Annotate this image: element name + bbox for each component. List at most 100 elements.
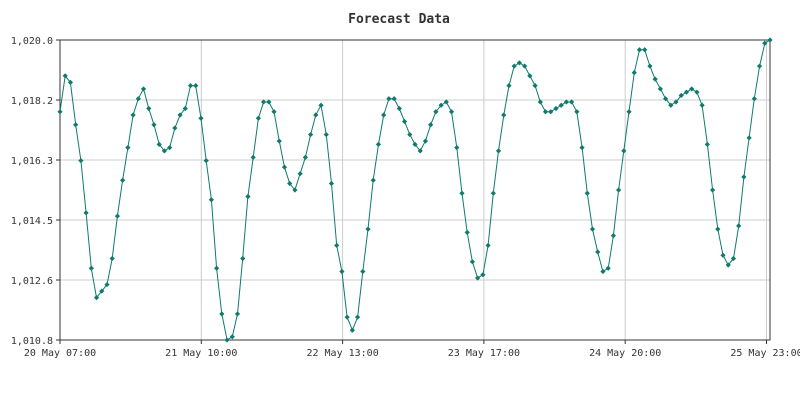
data-point <box>600 268 606 275</box>
y-tick-label: 1,010.8 <box>11 336 53 347</box>
data-point <box>172 125 178 131</box>
data-point <box>417 148 423 154</box>
data-point <box>104 281 110 288</box>
data-point <box>140 86 147 92</box>
data-point <box>151 122 157 128</box>
data-point <box>485 242 491 249</box>
data-point <box>234 311 241 317</box>
data-point <box>563 99 569 105</box>
data-point <box>370 177 376 183</box>
data-point <box>532 83 538 89</box>
data-point <box>657 86 663 92</box>
data-point <box>167 145 173 151</box>
data-point <box>240 255 246 262</box>
data-point <box>506 83 512 89</box>
data-point <box>673 99 679 105</box>
data-point <box>683 89 690 95</box>
data-point <box>438 102 444 108</box>
data-point <box>469 259 476 265</box>
data-point <box>109 255 115 262</box>
data-point <box>99 288 105 294</box>
data-point <box>704 141 710 147</box>
data-point <box>454 145 460 151</box>
data-point <box>203 158 209 164</box>
data-point <box>647 63 653 69</box>
x-tick-label: 20 May 07:00 <box>24 348 96 359</box>
data-point <box>699 102 705 108</box>
data-point <box>271 109 277 115</box>
data-point <box>433 109 439 115</box>
data-point <box>610 233 616 239</box>
data-point <box>198 115 204 121</box>
data-point <box>156 141 162 147</box>
data-point <box>542 109 549 115</box>
data-point <box>88 265 94 271</box>
data-point <box>736 223 742 229</box>
chart-title: Forecast Data <box>348 12 450 27</box>
data-point <box>125 145 131 151</box>
data-point <box>631 70 637 76</box>
forecast-series-points <box>57 37 773 343</box>
data-point <box>490 190 496 196</box>
data-point <box>616 187 622 193</box>
data-point <box>381 112 387 118</box>
data-point <box>161 148 168 154</box>
chart-grid <box>60 39 770 341</box>
data-point <box>694 89 700 95</box>
data-point <box>605 265 611 271</box>
data-point <box>297 171 303 177</box>
data-point <box>266 99 272 105</box>
data-point <box>323 131 329 138</box>
data-point <box>574 109 580 115</box>
data-point <box>177 112 183 118</box>
data-point <box>339 268 345 275</box>
data-point <box>307 131 314 138</box>
data-point <box>558 102 564 108</box>
data-point <box>428 122 434 128</box>
data-point <box>146 105 152 112</box>
data-point <box>689 86 695 92</box>
data-point <box>579 145 585 151</box>
data-point <box>642 47 648 53</box>
data-point <box>292 187 298 193</box>
data-point <box>219 311 225 317</box>
data-point <box>443 99 449 105</box>
data-point <box>391 96 397 102</box>
data-point <box>287 180 293 187</box>
data-point <box>276 138 282 144</box>
data-point <box>709 187 716 193</box>
data-point <box>595 249 601 255</box>
data-point <box>302 154 308 160</box>
chart-axes <box>59 39 771 341</box>
data-point <box>245 193 251 200</box>
y-tick-label: 1,012.6 <box>11 276 53 287</box>
data-point <box>57 109 63 115</box>
x-axis-ticks: 20 May 07:00 21 May 10:00 22 May 13:00 23 M… <box>24 340 800 359</box>
data-point <box>621 148 627 154</box>
data-point <box>480 272 486 278</box>
data-point <box>83 210 89 216</box>
data-point <box>208 197 214 203</box>
data-point <box>584 190 590 196</box>
data-point <box>67 79 74 85</box>
data-point <box>73 122 79 128</box>
data-point <box>589 226 596 232</box>
data-point <box>527 73 533 79</box>
data-point <box>511 63 517 69</box>
data-point <box>344 314 350 320</box>
data-point <box>626 109 632 115</box>
data-point <box>250 154 256 160</box>
x-tick-label: 24 May 20:00 <box>589 348 661 359</box>
data-point <box>459 190 465 196</box>
data-point <box>281 164 288 170</box>
data-point <box>756 63 763 69</box>
data-point <box>360 268 366 275</box>
data-point <box>730 255 737 262</box>
x-tick-label: 23 May 17:00 <box>448 348 520 359</box>
data-point <box>229 334 235 340</box>
data-point <box>334 242 340 249</box>
data-point <box>261 99 267 105</box>
data-point <box>678 92 684 99</box>
data-point <box>448 109 455 115</box>
